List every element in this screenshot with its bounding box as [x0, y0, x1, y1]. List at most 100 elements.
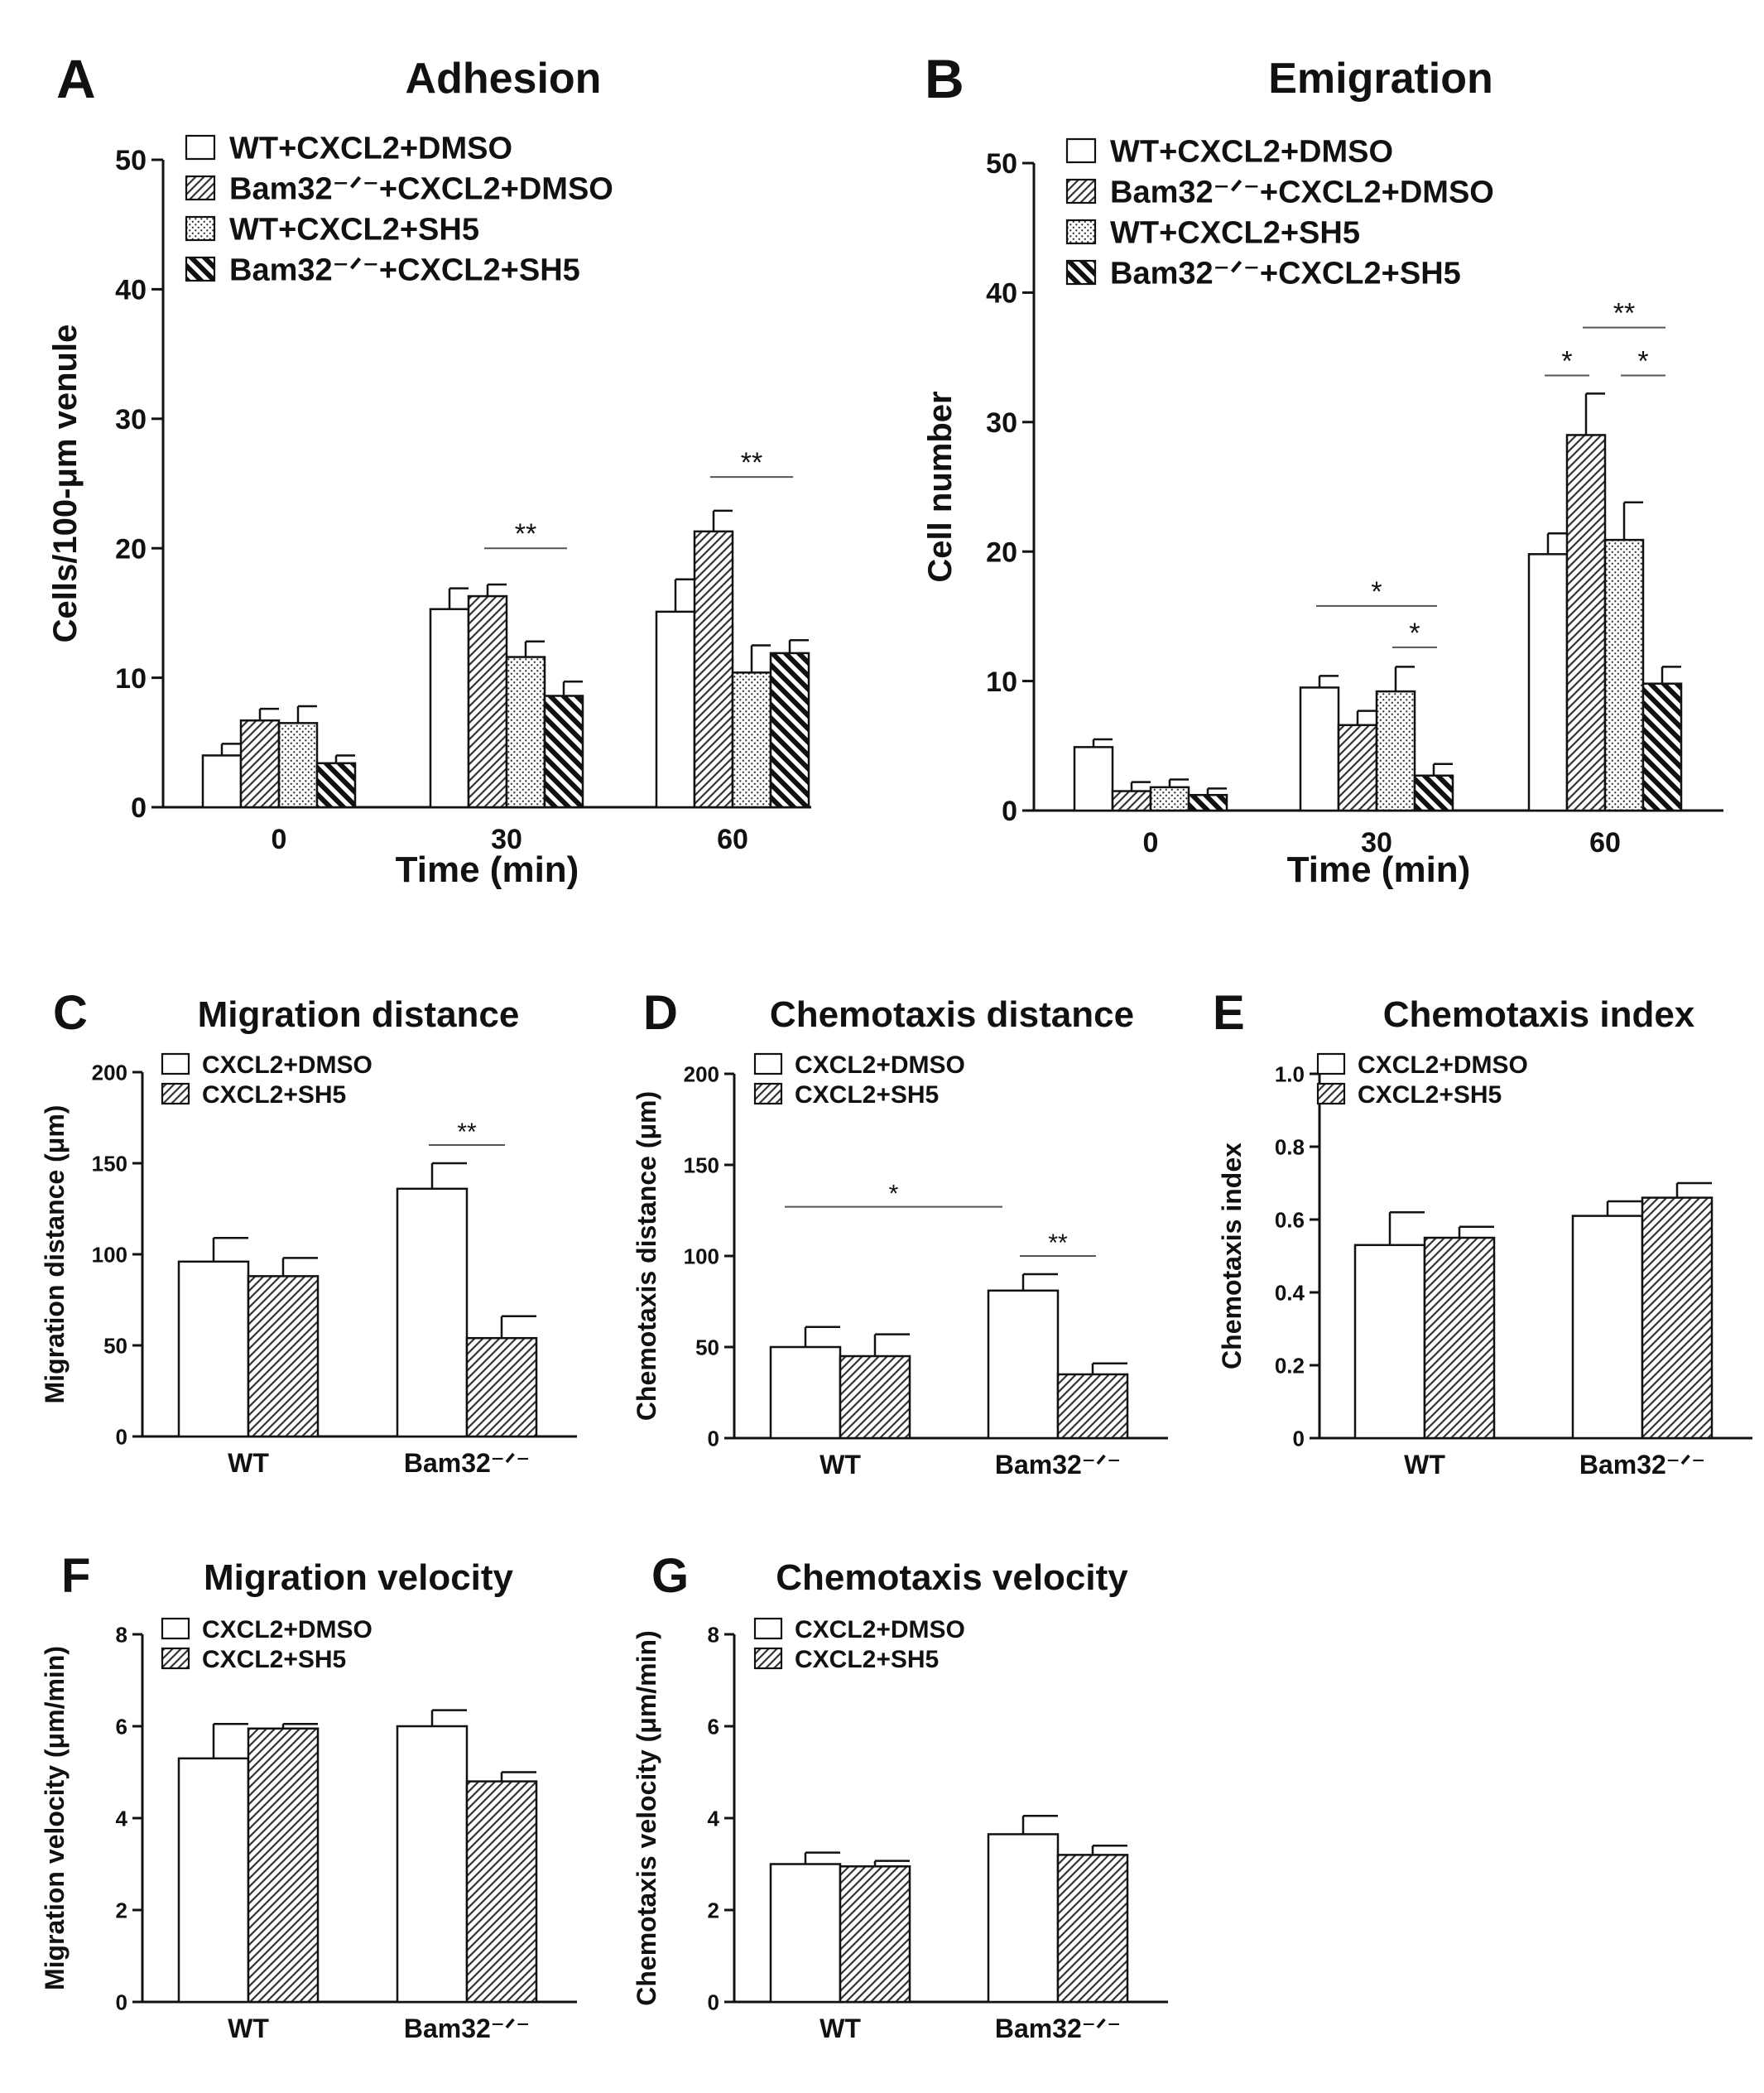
- significance-label: *: [1561, 345, 1572, 377]
- bar: [396, 1187, 469, 1438]
- y-axis-label: Chemotaxis velocity (μm/min): [632, 1630, 661, 2005]
- y-axis-label: Cell number: [922, 391, 959, 582]
- significance-label: **: [741, 447, 762, 479]
- y-tick-label: 50: [115, 145, 147, 176]
- y-axis-label: Migration distance (μm): [40, 1105, 70, 1404]
- legend-swatch: [1065, 178, 1097, 204]
- significance-label: **: [515, 518, 536, 550]
- legend-swatch: [161, 1082, 190, 1105]
- y-tick-label: 0: [116, 1990, 127, 2014]
- bar: [1073, 746, 1114, 812]
- bar: [769, 1863, 842, 2004]
- bar: [987, 1289, 1060, 1440]
- bar: [839, 1865, 911, 2004]
- legend-swatch: [1316, 1052, 1346, 1075]
- y-tick-label: 40: [986, 278, 1017, 310]
- y-tick-label: 50: [986, 148, 1017, 180]
- bar: [987, 1833, 1060, 2004]
- y-tick-label: 6: [116, 1714, 127, 1739]
- panel-letter: D: [643, 986, 678, 1040]
- y-tick-label: 200: [92, 1060, 127, 1085]
- legend-label: CXCL2+SH5: [202, 1646, 346, 1673]
- x-tick-label: Bam32⁻ᐟ⁻: [995, 2014, 1121, 2043]
- significance-label: **: [1613, 298, 1635, 330]
- chart-title: Chemotaxis index: [1383, 994, 1695, 1035]
- x-tick-label: Bam32⁻ᐟ⁻: [404, 1448, 530, 1478]
- legend-label: CXCL2+DMSO: [795, 1051, 965, 1079]
- legend-label: CXCL2+DMSO: [202, 1616, 373, 1643]
- y-tick-label: 6: [708, 1714, 719, 1739]
- legend-label: CXCL2+SH5: [1358, 1081, 1502, 1109]
- legend-swatch: [753, 1082, 783, 1105]
- y-tick-label: 20: [986, 536, 1017, 568]
- bar: [1641, 682, 1683, 812]
- panel-letter: E: [1213, 986, 1245, 1040]
- y-tick-label: 150: [92, 1151, 127, 1176]
- y-tick-label: 2: [116, 1898, 127, 1922]
- bar: [467, 594, 508, 809]
- y-axis-label: Cells/100-μm venule: [47, 325, 84, 643]
- bar: [769, 1345, 842, 1440]
- y-tick-label: 150: [684, 1152, 719, 1177]
- chart-title: Adhesion: [406, 55, 602, 103]
- x-axis-label: Time (min): [396, 849, 579, 890]
- significance-label: *: [1371, 576, 1382, 608]
- x-tick-label: WT: [820, 2014, 861, 2043]
- legend-label: CXCL2+DMSO: [1358, 1051, 1528, 1079]
- bar: [465, 1336, 538, 1438]
- x-tick-label: WT: [228, 2014, 269, 2043]
- x-tick-label: 60: [717, 824, 748, 855]
- bar: [1413, 774, 1454, 812]
- y-axis-label: Migration velocity (μm/min): [40, 1646, 70, 1990]
- x-tick-label: WT: [820, 1450, 861, 1480]
- panel-c: C Migration distance 0 50 100 150 200 Migration…: [40, 986, 577, 1478]
- legend-swatch: [161, 1617, 190, 1640]
- y-tick-label: 0: [116, 1424, 127, 1449]
- legend-swatch: [1065, 137, 1097, 164]
- legend-swatch: [753, 1647, 783, 1670]
- bar: [201, 754, 243, 809]
- x-tick-label: 60: [1589, 827, 1621, 859]
- bar: [1375, 690, 1416, 812]
- bar: [543, 695, 584, 809]
- bar: [396, 1725, 469, 2004]
- legend-label: WT+CXCL2+SH5: [1110, 216, 1360, 251]
- legend-label: CXCL2+SH5: [795, 1646, 939, 1673]
- panel-b: B Emigration 0 10 20 30 40 50 Cell number 0 30 60 Ti…: [922, 48, 1723, 890]
- bar: [731, 671, 772, 809]
- significance-label: **: [457, 1119, 477, 1146]
- bar: [1571, 1215, 1644, 1440]
- panel-a: A Adhesion 0 10 20 30 40 50 Cells/100-μm venule 0…: [47, 48, 811, 890]
- legend-label: CXCL2+SH5: [795, 1081, 939, 1109]
- legend-swatch: [1065, 219, 1097, 245]
- y-tick-label: 0.8: [1275, 1134, 1305, 1159]
- y-tick-label: 1.0: [1275, 1061, 1305, 1086]
- bar: [177, 1757, 250, 2004]
- bar: [839, 1354, 911, 1440]
- bar: [1603, 538, 1645, 812]
- bar: [177, 1260, 250, 1438]
- chart-title: Chemotaxis distance: [770, 994, 1134, 1035]
- bar: [1111, 790, 1152, 812]
- bar: [315, 762, 357, 809]
- bar: [655, 610, 696, 809]
- panel-letter: A: [56, 48, 96, 109]
- legend-swatch: [185, 215, 216, 242]
- y-tick-label: 200: [684, 1061, 719, 1086]
- bar: [1337, 724, 1378, 812]
- legend-swatch: [1316, 1082, 1346, 1105]
- y-tick-label: 30: [986, 407, 1017, 439]
- bar: [505, 656, 546, 809]
- panel-g: G Chemotaxis velocity 0 2 4 6 8 Chemotaxis velo…: [632, 1549, 1168, 2043]
- x-tick-label: WT: [1404, 1450, 1445, 1480]
- x-tick-label: Bam32⁻ᐟ⁻: [1579, 1450, 1705, 1480]
- bar: [465, 1780, 538, 2004]
- significance-label: *: [889, 1181, 899, 1208]
- y-tick-label: 2: [708, 1898, 719, 1922]
- panel-letter: F: [61, 1549, 90, 1603]
- legend-label: Bam32⁻ᐟ⁻+CXCL2+DMSO: [229, 172, 613, 207]
- y-tick-label: 50: [103, 1333, 127, 1358]
- y-tick-label: 10: [115, 663, 147, 695]
- y-tick-label: 0.4: [1275, 1280, 1305, 1305]
